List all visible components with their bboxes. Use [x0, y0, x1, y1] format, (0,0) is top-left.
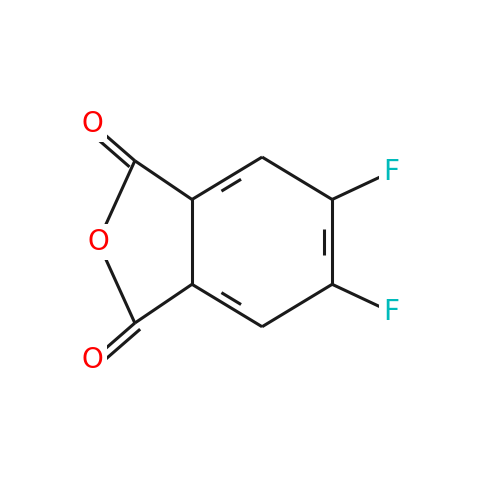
Text: O: O	[87, 228, 109, 256]
Text: F: F	[383, 298, 399, 326]
Text: O: O	[81, 346, 103, 374]
Text: F: F	[383, 158, 399, 186]
Text: O: O	[81, 110, 103, 138]
